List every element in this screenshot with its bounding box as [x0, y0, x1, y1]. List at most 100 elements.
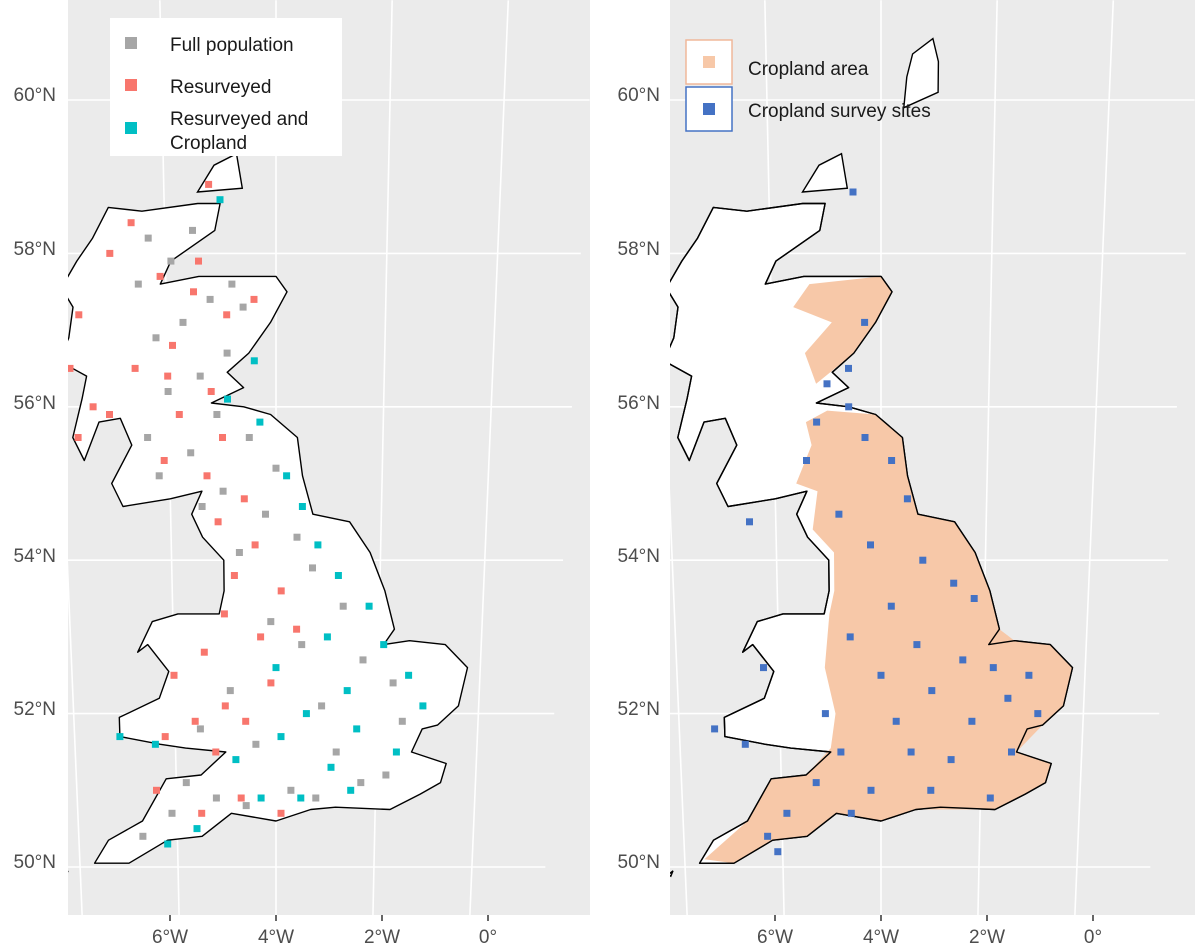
- site-point-cropland-survey-sites: [783, 809, 791, 817]
- site-point-full-population: [144, 434, 152, 441]
- site-point-resurveyed: [156, 272, 164, 280]
- site-point-resurveyed: [175, 411, 183, 418]
- left-legend: Full population Resurveyed Resurveyed an…: [110, 18, 342, 156]
- site-point-full-population: [226, 687, 234, 695]
- graticule-longitude-line: [68, 559, 83, 915]
- legend-label-resurveyed-cropland-line1: Resurveyed and: [170, 109, 308, 130]
- legend-label-resurveyed: Resurveyed: [170, 77, 271, 98]
- site-point-resurveyed: [74, 434, 82, 441]
- site-point-resurveyed: [293, 625, 301, 633]
- site-point-resurveyed-and-cropland: [250, 357, 258, 365]
- site-point-cropland-survey-sites: [928, 687, 936, 695]
- site-point-full-population: [267, 618, 275, 626]
- site-point-cropland-survey-sites: [835, 510, 843, 518]
- right-latitude-labels: 60°N 58°N 56°N 54°N 52°N 50°N: [618, 85, 660, 873]
- site-point-full-population: [318, 702, 326, 710]
- site-point-resurveyed: [75, 311, 83, 319]
- legend-key-resurveyed: [125, 79, 137, 91]
- site-point-full-population: [134, 280, 142, 288]
- site-point-resurveyed-and-cropland: [297, 794, 305, 802]
- left-lon-label-6w: 6°W: [152, 927, 188, 948]
- cropland-area-scotland: [793, 276, 892, 384]
- site-point-resurveyed: [131, 364, 139, 372]
- right-lat-label-50: 50°N: [618, 852, 660, 873]
- site-point-resurveyed: [250, 295, 258, 303]
- site-point-resurveyed: [240, 495, 248, 503]
- right-landmass: [670, 37, 1074, 878]
- site-point-resurveyed: [57, 265, 64, 272]
- site-point-full-population: [179, 318, 187, 326]
- site-point-resurveyed-and-cropland: [353, 725, 361, 733]
- site-point-full-population: [312, 794, 320, 802]
- site-point-cropland-survey-sites: [867, 786, 875, 794]
- site-point-resurveyed: [203, 472, 211, 480]
- graticule-longitude-line: [469, 0, 510, 915]
- site-point-cropland-survey-sites: [849, 188, 857, 196]
- site-point-full-population: [252, 740, 260, 748]
- legend-key-full-population: [125, 37, 137, 49]
- legend-key-cropland-area: [703, 56, 715, 68]
- site-point-full-population: [213, 411, 221, 418]
- left-longitude-labels: 6°W 4°W 2°W 0°: [152, 915, 497, 948]
- site-point-resurveyed: [68, 364, 74, 372]
- site-point-resurveyed-and-cropland: [216, 196, 224, 204]
- site-point-full-population: [144, 234, 152, 242]
- site-point-cropland-survey-sites: [950, 579, 958, 587]
- site-point-resurveyed: [220, 610, 228, 618]
- site-point-full-population: [228, 280, 236, 288]
- site-point-cropland-survey-sites: [711, 725, 719, 733]
- site-point-resurveyed: [161, 733, 169, 741]
- site-point-cropland-survey-sites: [1025, 671, 1033, 679]
- site-point-resurveyed: [198, 809, 206, 817]
- site-point-resurveyed-and-cropland: [224, 395, 231, 403]
- site-point-full-population: [359, 656, 367, 664]
- site-point-resurveyed: [214, 518, 222, 526]
- site-point-cropland-survey-sites: [947, 756, 955, 764]
- site-point-cropland-survey-sites: [1004, 694, 1012, 702]
- site-point-cropland-survey-sites: [877, 671, 885, 679]
- right-lon-label-0: 0°: [1084, 927, 1102, 948]
- left-lon-label-4w: 4°W: [258, 927, 294, 948]
- site-point-resurveyed: [190, 288, 197, 296]
- site-point-resurveyed: [212, 748, 220, 756]
- site-point-cropland-survey-sites: [903, 495, 911, 503]
- site-point-full-population: [155, 472, 163, 480]
- site-point-resurveyed: [169, 341, 176, 349]
- site-point-resurveyed: [40, 380, 47, 387]
- site-point-cropland-survey-sites: [812, 779, 820, 787]
- site-point-full-population: [182, 779, 190, 787]
- site-point-cropland-survey-sites: [837, 748, 845, 756]
- site-point-full-population: [332, 748, 340, 756]
- left-lat-label-50: 50°N: [14, 852, 56, 873]
- site-point-full-population: [196, 372, 204, 380]
- right-lat-label-54: 54°N: [618, 546, 660, 567]
- right-survey-points: [711, 188, 1042, 856]
- legend-label-cropland-sites: Cropland survey sites: [748, 101, 931, 122]
- site-point-cropland-survey-sites: [821, 710, 829, 718]
- site-point-resurveyed: [223, 311, 231, 319]
- site-point-resurveyed: [49, 334, 56, 341]
- site-point-full-population: [339, 602, 347, 610]
- site-point-full-population: [235, 549, 243, 556]
- site-point-cropland-survey-sites: [986, 794, 994, 802]
- site-point-cropland-survey-sites: [1008, 748, 1015, 756]
- left-lat-label-60: 60°N: [14, 85, 56, 106]
- site-point-cropland-survey-sites: [888, 457, 896, 464]
- right-lat-label-60: 60°N: [618, 85, 660, 106]
- site-point-resurveyed-and-cropland: [298, 503, 306, 510]
- cropland-area-region: [704, 410, 1073, 864]
- legend-label-resurveyed-cropland-line2: Cropland: [170, 133, 247, 154]
- site-point-cropland-survey-sites: [887, 602, 895, 610]
- site-point-cropland-survey-sites: [823, 380, 831, 388]
- great-britain-outline: [68, 202, 469, 864]
- orkney-outline: [801, 152, 849, 193]
- site-point-resurveyed-and-cropland: [314, 541, 322, 549]
- site-point-full-population: [245, 434, 253, 441]
- site-point-resurveyed: [277, 809, 285, 817]
- site-point-cropland-survey-sites: [845, 403, 853, 411]
- site-point-full-population: [168, 809, 176, 817]
- site-point-resurveyed-and-cropland: [256, 418, 264, 426]
- site-point-resurveyed: [257, 633, 265, 641]
- site-point-resurveyed: [20, 296, 27, 303]
